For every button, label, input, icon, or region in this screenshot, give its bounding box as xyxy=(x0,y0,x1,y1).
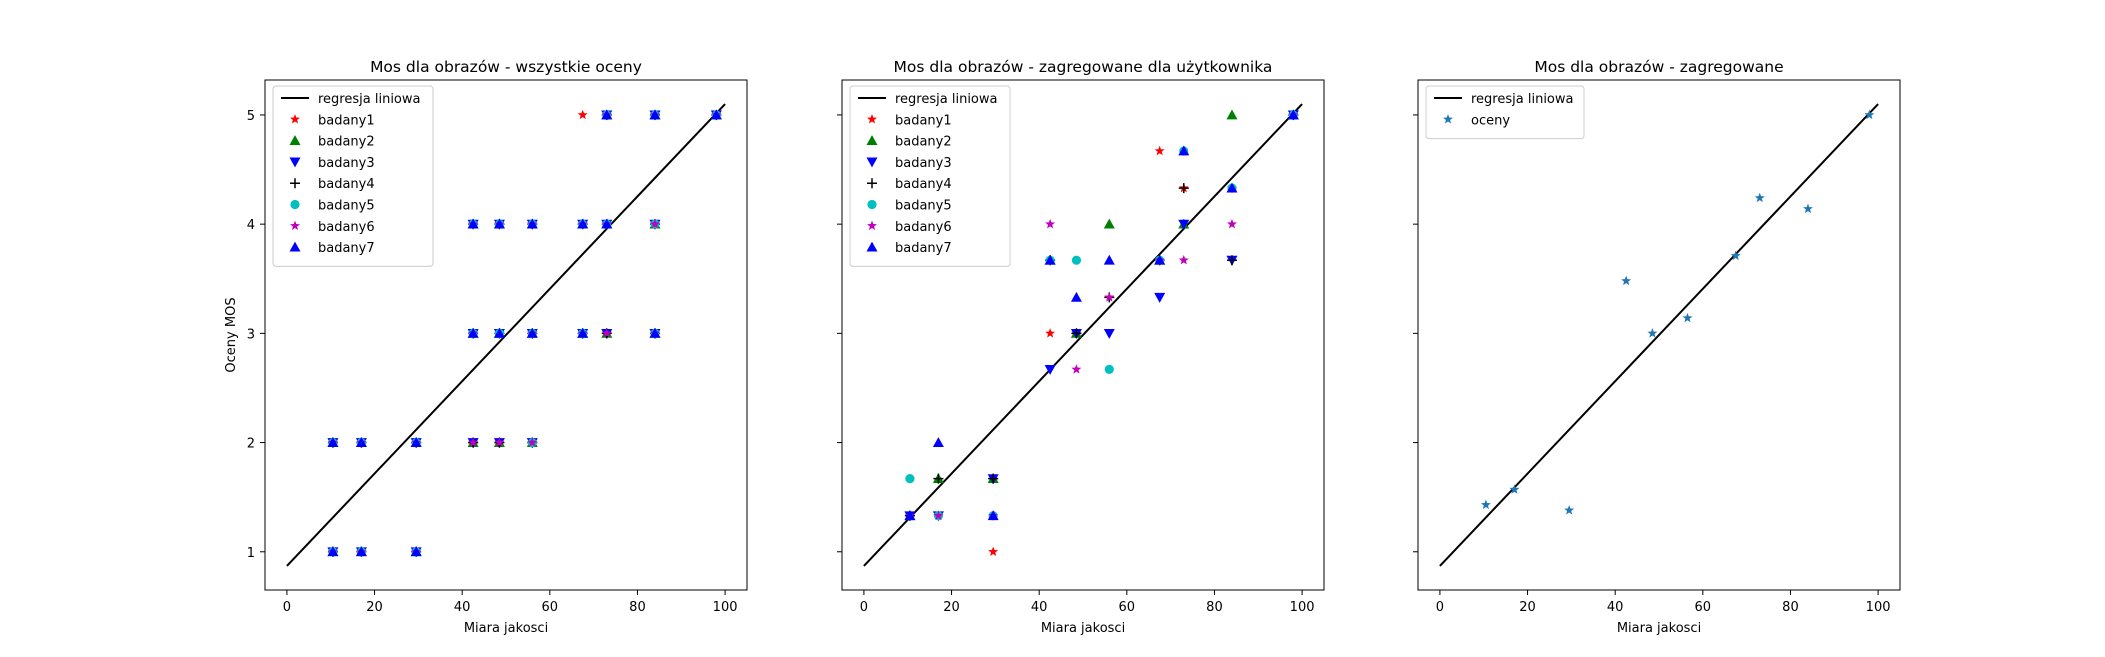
x-tick-label: 0 xyxy=(860,600,868,615)
data-point-badany3 xyxy=(1154,293,1165,303)
data-point-badany2 xyxy=(1104,219,1115,229)
x-tick-label: 20 xyxy=(1519,600,1536,615)
legend-label: badany7 xyxy=(895,241,952,256)
data-point-badany2 xyxy=(1226,109,1237,119)
x-tick-label: 80 xyxy=(1206,600,1223,615)
data-point-oceny xyxy=(1481,500,1491,509)
chart-panel-all-ratings: 0 20 40 60 80 100 1 2 3 4 5 Mos dla obrazów - wszys… xyxy=(224,58,747,636)
x-tick-label: 40 xyxy=(454,600,471,615)
y-tick-label: 1 xyxy=(247,546,255,561)
legend: regresja liniowa badany1 badany2 badany3 bad… xyxy=(850,86,1010,266)
y-tick-label: 3 xyxy=(247,327,255,342)
chart-title: Mos dla obrazów - zagregowane dla użytko… xyxy=(894,58,1273,76)
data-point-oceny xyxy=(1564,505,1574,514)
data-point-badany6 xyxy=(1045,219,1055,228)
y-tick-label: 2 xyxy=(247,437,255,452)
x-tick-label: 60 xyxy=(1695,600,1712,615)
x-tick-label: 60 xyxy=(542,600,559,615)
chart-panel-per-user: 0 20 40 60 80 100 Mos dla obrazów - zagregowan… xyxy=(837,58,1324,636)
x-tick-label: 40 xyxy=(1031,600,1048,615)
legend-label: regresja liniowa xyxy=(1471,92,1573,107)
legend-label: badany3 xyxy=(895,156,952,171)
data-point-oceny xyxy=(1621,276,1631,285)
legend-label: badany3 xyxy=(318,156,375,171)
data-point-badany5 xyxy=(905,474,914,483)
data-point-badany5 xyxy=(1072,256,1081,265)
data-point-badany6 xyxy=(1227,219,1237,228)
legend-label: oceny xyxy=(1471,113,1510,128)
legend-label: badany4 xyxy=(895,177,952,192)
chart-title: Mos dla obrazów - wszystkie oceny xyxy=(370,58,642,76)
data-point-oceny xyxy=(1803,204,1813,213)
data-point-badany3 xyxy=(1104,329,1115,339)
legend-marker xyxy=(290,200,299,209)
chart-title: Mos dla obrazów - zagregowane xyxy=(1534,58,1783,76)
legend-label: badany2 xyxy=(895,135,952,150)
data-point-oceny xyxy=(1755,193,1765,202)
legend-label: badany2 xyxy=(318,135,375,150)
data-point-badany6 xyxy=(1179,255,1189,264)
y-tick-label: 5 xyxy=(247,109,255,124)
data-point-oceny xyxy=(1647,328,1657,337)
x-tick-label: 20 xyxy=(366,600,383,615)
legend-label: badany6 xyxy=(318,220,375,235)
x-tick-label: 20 xyxy=(943,600,960,615)
legend-label: badany4 xyxy=(318,177,375,192)
data-point-badany4 xyxy=(1179,183,1189,193)
data-point-badany7 xyxy=(1104,255,1115,265)
x-tick-label: 80 xyxy=(1782,600,1799,615)
data-point-badany7 xyxy=(1071,292,1082,302)
legend-label: badany5 xyxy=(895,199,952,214)
legend-label: badany1 xyxy=(895,113,952,128)
data-point-badany1 xyxy=(578,110,588,119)
x-tick-label: 100 xyxy=(713,600,738,615)
legend: regresja liniowa badany1 badany2 badany3 bad… xyxy=(273,86,433,266)
data-point-badany1 xyxy=(988,547,998,556)
legend-label: badany5 xyxy=(318,199,375,214)
data-point-oceny xyxy=(1683,313,1693,322)
x-axis-label: Miara jakosci xyxy=(1041,621,1125,636)
x-tick-label: 0 xyxy=(283,600,291,615)
regression-line xyxy=(1440,104,1878,566)
x-axis-label: Miara jakosci xyxy=(1617,621,1701,636)
y-tick-label: 4 xyxy=(247,218,255,233)
x-tick-label: 80 xyxy=(629,600,646,615)
x-tick-label: 100 xyxy=(1866,600,1891,615)
data-point-badany1 xyxy=(1045,328,1055,337)
legend-label: badany1 xyxy=(318,113,375,128)
x-tick-label: 40 xyxy=(1607,600,1624,615)
x-tick-label: 60 xyxy=(1119,600,1136,615)
legend-label: regresja liniowa xyxy=(318,92,420,107)
legend-label: badany6 xyxy=(895,220,952,235)
data-point-badany1 xyxy=(1155,146,1165,155)
data-point-badany5 xyxy=(1105,365,1114,374)
data-point-badany7 xyxy=(933,437,944,447)
legend-label: badany7 xyxy=(318,241,375,256)
legend-label: regresja liniowa xyxy=(895,92,997,107)
y-axis-label: Oceny MOS xyxy=(224,297,239,372)
legend: regresja liniowa oceny xyxy=(1426,86,1584,139)
data-point-badany6 xyxy=(1071,364,1081,373)
legend-marker xyxy=(867,200,876,209)
x-axis-label: Miara jakosci xyxy=(464,621,548,636)
chart-panel-aggregated: 0 20 40 60 80 100 Mos dla obrazów - zagregowan… xyxy=(1413,58,1900,636)
x-tick-label: 0 xyxy=(1436,600,1444,615)
x-tick-label: 100 xyxy=(1290,600,1315,615)
